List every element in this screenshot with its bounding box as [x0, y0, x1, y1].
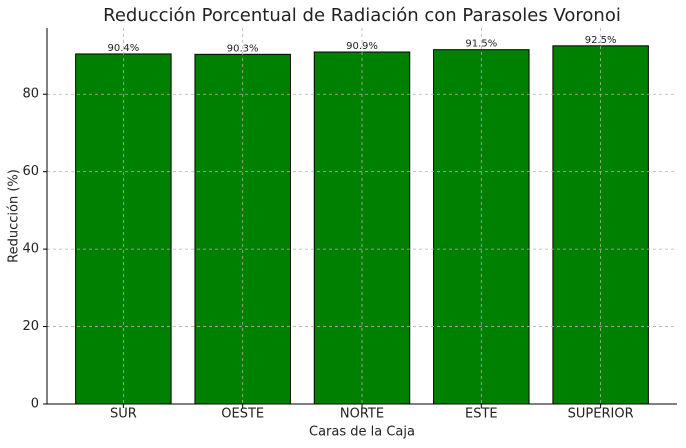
- x-tick-label: OESTE: [221, 407, 264, 422]
- x-tick-label: NORTE: [340, 407, 384, 422]
- y-tick-label: 60: [22, 164, 39, 179]
- bar: [552, 45, 649, 405]
- y-axis-label: Reducción (%): [7, 169, 22, 263]
- y-tick-label: 20: [22, 319, 39, 334]
- y-tick-label: 80: [22, 87, 39, 102]
- value-label: 91.5%: [465, 39, 497, 50]
- x-tick-label: ESTE: [465, 407, 498, 422]
- x-tick-label: SUPERIOR: [568, 407, 634, 422]
- chart-title: Reducción Porcentual de Radiación con Pa…: [103, 5, 621, 26]
- x-axis-label: Caras de la Caja: [309, 425, 415, 440]
- y-tick-label: 0: [31, 397, 39, 412]
- y-tick-label: 40: [22, 242, 39, 257]
- x-tick-label: SUR: [110, 407, 137, 422]
